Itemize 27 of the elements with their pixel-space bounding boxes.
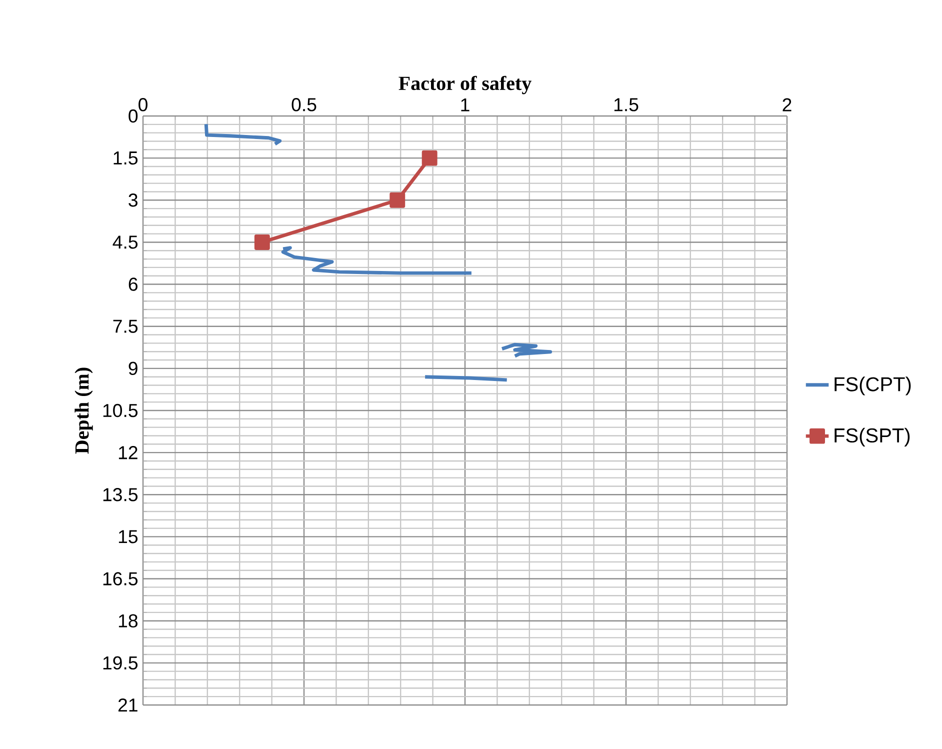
- y-axis-title: Depth (m): [74, 368, 93, 454]
- x-tick-label: 2: [782, 98, 792, 112]
- y-tick-label: 19.5: [103, 656, 138, 670]
- x-tick-label: 0.5: [292, 98, 316, 112]
- y-tick-label: 6: [128, 278, 138, 291]
- y-tick-label: 9: [128, 362, 138, 376]
- y-tick-label: 16.5: [103, 572, 138, 586]
- x-tick-label: 0: [138, 98, 148, 112]
- point: [390, 192, 406, 208]
- y-tick-label: 0: [128, 109, 138, 123]
- x-tick-label: 1.5: [614, 98, 638, 112]
- y-tick-label: 21: [118, 698, 138, 712]
- legend-label: FS(SPT): [834, 428, 910, 446]
- y-tick-label: 1.5: [114, 152, 138, 165]
- x-tick-label: 1: [461, 98, 470, 112]
- y-tick-label: 15: [118, 530, 138, 544]
- y-tick-label: 3: [128, 194, 138, 207]
- x-axis-title: Factor of safety: [398, 76, 532, 94]
- y-tick-label: 13.5: [103, 488, 138, 502]
- legend-label: FS(CPT): [834, 376, 911, 396]
- y-tick-label: 10.5: [103, 404, 138, 418]
- y-tick-label: 18: [118, 614, 138, 628]
- y-tick-label: 7.5: [113, 320, 138, 333]
- point: [422, 150, 438, 166]
- y-tick-label: 4.5: [112, 236, 138, 249]
- point: [254, 234, 270, 250]
- y-tick-label: 12: [118, 446, 138, 460]
